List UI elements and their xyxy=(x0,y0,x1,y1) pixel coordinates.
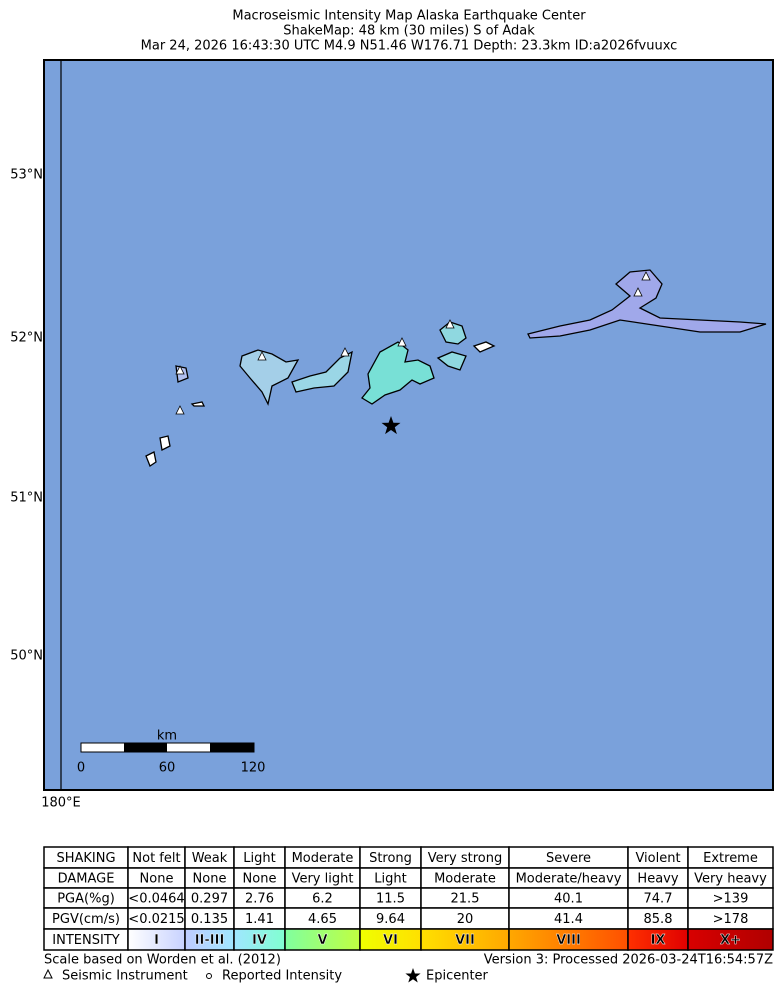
legend-text: Moderate/heavy xyxy=(516,872,622,887)
legend-text: VI xyxy=(383,933,398,948)
lat-label: 50°N xyxy=(10,649,43,664)
legend-text: 0.297 xyxy=(191,892,228,907)
island xyxy=(291,350,353,393)
scale-note: Scale based on Worden et al. (2012) xyxy=(44,953,281,968)
legend-text: VIII xyxy=(556,933,581,948)
lat-label: 53°N xyxy=(10,168,43,183)
legend-text: PGV(cm/s) xyxy=(52,912,120,927)
legend-text: Extreme xyxy=(703,851,758,866)
legend-text: <0.0464 xyxy=(128,892,184,907)
legend-cell xyxy=(687,928,774,951)
legend-text: Moderate xyxy=(434,872,496,887)
island xyxy=(145,451,157,467)
legend-text: Weak xyxy=(192,851,228,866)
scale-label: 0 xyxy=(77,761,85,776)
island xyxy=(361,341,435,405)
lat-label: 52°N xyxy=(10,331,43,346)
island xyxy=(472,341,496,353)
lat-label: 51°N xyxy=(10,491,43,506)
island xyxy=(527,269,767,339)
legend-text: >139 xyxy=(713,892,749,907)
scale-unit: km xyxy=(157,729,177,744)
scale-bar-segment xyxy=(210,743,254,752)
legend-text: 85.8 xyxy=(644,912,673,927)
epicenter xyxy=(381,416,401,435)
legend-text: X+ xyxy=(720,933,741,948)
scale-label: 120 xyxy=(241,761,266,776)
legend-text: II-III xyxy=(195,933,225,948)
legend-text: <0.0215 xyxy=(128,912,184,927)
symbol-label: Seismic Instrument xyxy=(62,969,188,984)
epicenter-symbol xyxy=(405,968,421,983)
legend-text: PGA(%g) xyxy=(57,892,115,907)
legend-text: I xyxy=(154,933,159,948)
seismic-instrument xyxy=(257,351,267,361)
legend-text: V xyxy=(317,933,327,948)
legend-text: Very strong xyxy=(428,851,502,866)
instrument-symbol xyxy=(43,968,53,979)
legend-text: 0.135 xyxy=(191,912,228,927)
stations xyxy=(175,271,651,415)
legend-text: Light xyxy=(374,872,406,887)
event-info: Mar 24, 2026 16:43:30 UTC M4.9 N51.46 W1… xyxy=(141,39,678,54)
legend-text: VII xyxy=(455,933,475,948)
symbol-label: Epicenter xyxy=(426,969,489,984)
legend-text: >178 xyxy=(713,912,749,927)
legend-text: Severe xyxy=(546,851,591,866)
seismic-instrument xyxy=(633,287,643,297)
legend-text: 11.5 xyxy=(376,892,405,907)
legend-text: Strong xyxy=(369,851,412,866)
legend-text: 40.1 xyxy=(554,892,583,907)
lon-label: 180°E xyxy=(41,796,81,811)
legend-text: Light xyxy=(243,851,275,866)
seismic-instrument xyxy=(175,405,185,415)
seismic-instrument xyxy=(175,365,185,375)
legend-text: SHAKING xyxy=(56,851,115,866)
legend-text: Not felt xyxy=(132,851,180,866)
legend-text: None xyxy=(243,872,277,887)
island xyxy=(159,435,171,451)
legend-text: 20 xyxy=(457,912,474,927)
subtitle: ShakeMap: 48 km (30 miles) S of Adak xyxy=(283,24,535,39)
seismic-instrument xyxy=(445,319,455,329)
version: Version 3: Processed 2026-03-24T16:54:57… xyxy=(484,953,773,968)
title: Macroseismic Intensity Map Alaska Earthq… xyxy=(232,9,586,24)
legend-text: Very heavy xyxy=(694,872,767,887)
legend-text: 4.65 xyxy=(308,912,337,927)
reported-symbol xyxy=(206,973,212,979)
legend-text: Violent xyxy=(635,851,680,866)
legend-text: 74.7 xyxy=(644,892,673,907)
island xyxy=(190,401,206,407)
legend-text: None xyxy=(140,872,174,887)
symbol-label: Reported Intensity xyxy=(222,969,342,984)
seismic-instrument xyxy=(340,347,350,357)
scale-bar: km 0 60 120 xyxy=(77,729,266,776)
legend-text: 21.5 xyxy=(451,892,480,907)
legend-text: INTENSITY xyxy=(52,933,119,948)
seismic-instrument xyxy=(641,271,651,281)
island xyxy=(239,349,300,406)
scale-bar-segment xyxy=(124,743,167,752)
legend-text: 2.76 xyxy=(245,892,274,907)
legend-text: Moderate xyxy=(292,851,354,866)
legend-text: DAMAGE xyxy=(58,872,115,887)
legend-text: 9.64 xyxy=(376,912,405,927)
island xyxy=(436,351,467,371)
legend-text: Heavy xyxy=(637,872,678,887)
seismic-instrument xyxy=(397,337,407,347)
legend-text: 6.2 xyxy=(312,892,333,907)
legend-text: None xyxy=(193,872,227,887)
legend-text: 41.4 xyxy=(554,912,583,927)
legend-text: 1.41 xyxy=(245,912,274,927)
legend-table: SHAKING Not felt Weak Light Moderate Strong Ve… xyxy=(43,846,774,951)
legend-text: Very light xyxy=(292,872,354,887)
map-frame xyxy=(43,59,774,791)
legend-text: IX xyxy=(651,933,666,948)
legend-text: IV xyxy=(252,933,267,948)
scale-label: 60 xyxy=(159,761,176,776)
